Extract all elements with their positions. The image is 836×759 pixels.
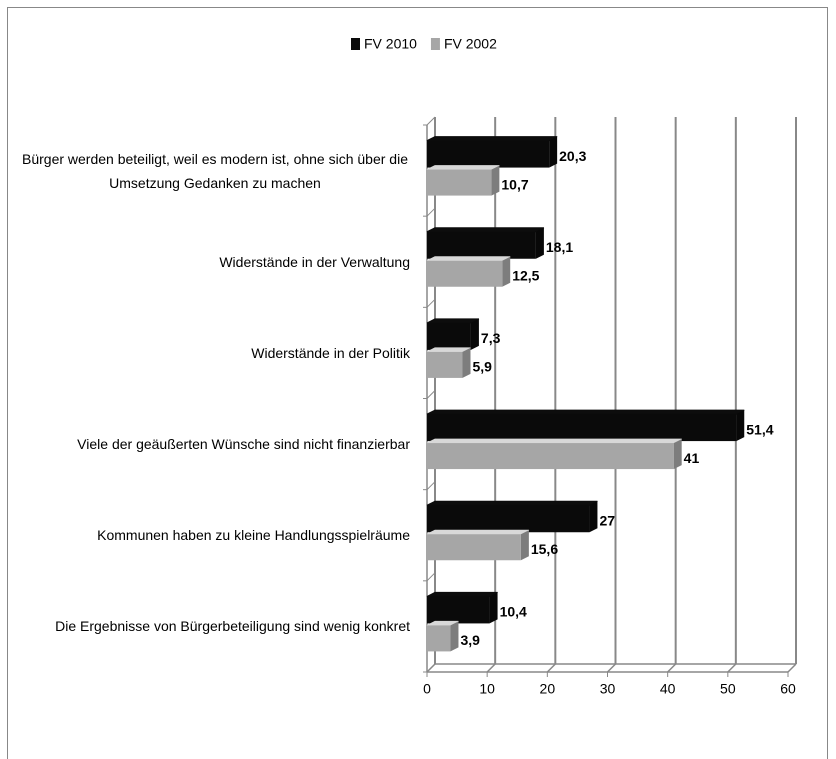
value-label: 18,1 <box>546 239 573 255</box>
bar <box>427 596 490 624</box>
category-label: Kommunen haben zu kleine Handlungsspielr… <box>10 523 410 547</box>
bar-side-face <box>491 165 500 196</box>
bar-top-face <box>426 227 545 233</box>
bar-side-face <box>470 318 479 350</box>
wall-diagonal <box>426 572 436 582</box>
floor-tick <box>486 663 496 673</box>
x-tick-label: 20 <box>540 681 556 697</box>
bar-side-face <box>535 227 544 259</box>
wall-diagonal <box>426 116 436 126</box>
bar-side-face <box>450 621 459 652</box>
bar-top-face <box>426 591 498 597</box>
bar-top-face <box>426 409 745 415</box>
wall-diagonal <box>426 207 436 217</box>
value-label: 10,4 <box>500 604 527 620</box>
bar <box>427 169 492 196</box>
legend-swatch <box>351 38 360 50</box>
bar <box>427 260 503 287</box>
wall-diagonal <box>426 481 436 491</box>
x-tick-label: 60 <box>780 681 796 697</box>
floor-tick <box>727 663 737 673</box>
bar-side-face <box>489 592 498 624</box>
bar <box>427 534 521 561</box>
x-tick-label: 30 <box>600 681 616 697</box>
bar <box>427 443 674 470</box>
bar-top-face <box>426 438 682 444</box>
floor-tick <box>606 663 617 673</box>
floor-tick <box>787 663 797 673</box>
value-label: 5,9 <box>472 359 492 375</box>
value-label: 3,9 <box>460 632 480 648</box>
bar <box>427 322 471 350</box>
x-tick-label: 10 <box>479 681 495 697</box>
category-text: Widerstände in der Politik <box>251 344 410 361</box>
category-text: Kommunen haben zu kleine Handlungsspielr… <box>97 527 410 544</box>
legend-label: FV 2010 <box>364 36 417 52</box>
bar-top-face <box>426 136 558 142</box>
bar-side-face <box>673 439 682 470</box>
category-label: Die Ergebnisse von Bürgerbeteiligung sin… <box>10 614 410 638</box>
bar-side-face <box>736 410 745 442</box>
bar <box>427 140 550 168</box>
category-text: Die Ergebnisse von Bürgerbeteiligung sin… <box>55 618 410 635</box>
category-text: Viele der geäußerten Wünsche sind nicht … <box>77 436 410 453</box>
bar <box>427 414 737 442</box>
value-label: 15,6 <box>531 541 558 557</box>
floor-tick <box>546 663 556 673</box>
value-label: 7,3 <box>481 330 501 346</box>
bar-top-face <box>426 256 511 262</box>
bar-top-face <box>426 318 480 324</box>
value-label: 41 <box>684 450 700 466</box>
wall-diagonal <box>426 390 436 399</box>
bar <box>427 625 451 652</box>
bar <box>427 231 536 259</box>
value-label: 10,7 <box>501 176 528 192</box>
bar-side-face <box>462 347 471 378</box>
legend-label: FV 2002 <box>444 36 497 52</box>
category-text: Widerstände in der Verwaltung <box>219 253 410 270</box>
category-text: Bürger werden beteiligt, weil es modern … <box>22 150 408 191</box>
value-label: 12,5 <box>512 267 539 283</box>
value-label: 20,3 <box>559 148 586 164</box>
bar-side-face <box>589 501 598 533</box>
bar-side-face <box>549 136 558 168</box>
category-label: Widerstände in der Verwaltung <box>10 250 410 274</box>
category-label: Viele der geäußerten Wünsche sind nicht … <box>10 432 410 456</box>
category-label: Bürger werden beteiligt, weil es modern … <box>10 147 410 195</box>
bar-top-face <box>426 500 598 506</box>
bar-top-face <box>426 529 530 535</box>
value-label: 51,4 <box>746 421 773 437</box>
bar <box>427 505 590 533</box>
floor-tick <box>426 663 436 673</box>
bar-side-face <box>502 256 511 287</box>
bar-side-face <box>520 530 529 561</box>
category-label: Widerstände in der Politik <box>10 341 410 365</box>
x-tick-label: 50 <box>720 681 736 697</box>
chart-border <box>7 7 828 759</box>
floor-tick <box>667 663 677 673</box>
bar-top-face <box>426 165 500 171</box>
value-label: 27 <box>599 512 615 528</box>
x-tick-label: 0 <box>423 681 431 697</box>
bar <box>427 351 463 378</box>
wall-diagonal <box>426 298 436 308</box>
legend-swatch <box>430 38 440 50</box>
x-tick-label: 40 <box>660 681 676 697</box>
